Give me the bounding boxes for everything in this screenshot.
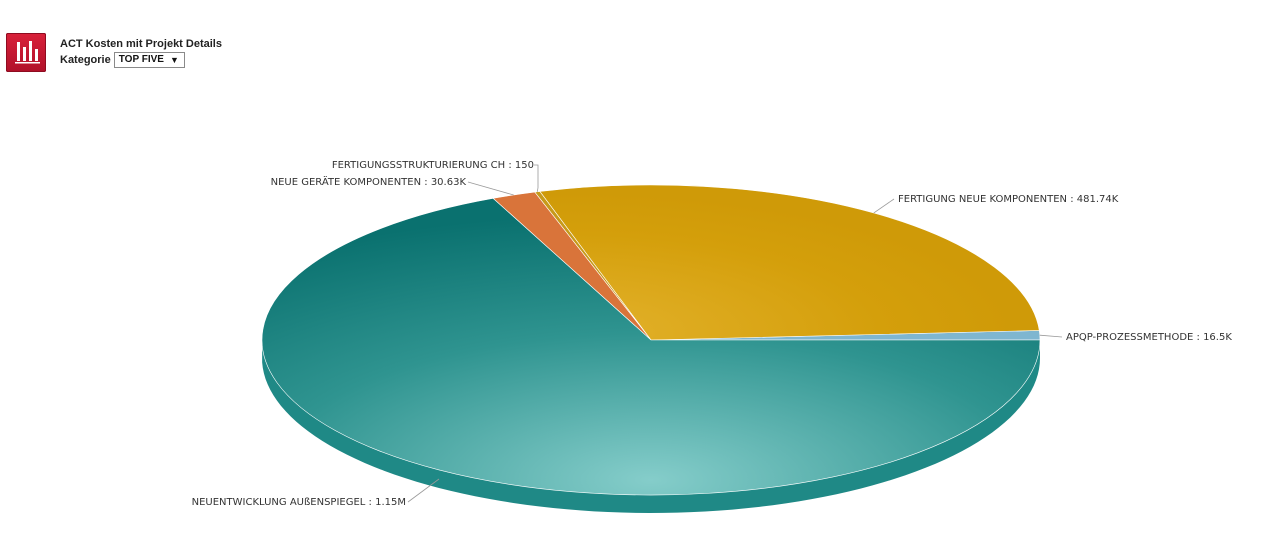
- pie-slice-label: NEUENTWICKLUNG AUßENSPIEGEL : 1.15M: [192, 497, 406, 508]
- kategorie-label: Kategorie: [60, 54, 111, 66]
- pie-slice-label: APQP-PROZESSMETHODE : 16.5K: [1066, 332, 1232, 343]
- pie-slice[interactable]: [539, 184, 1040, 341]
- kategorie-row: Kategorie TOP FIVE ▼: [60, 52, 185, 68]
- label-leader-line: [1039, 334, 1063, 338]
- pie-slices: [261, 184, 1041, 496]
- kategorie-select[interactable]: TOP FIVE ▼: [113, 52, 185, 68]
- label-leader-line: [467, 181, 514, 196]
- pie-slice[interactable]: [261, 198, 1041, 496]
- pie-slice-label: FERTIGUNGSSTRUKTURIERUNG CH : 150: [332, 160, 534, 171]
- label-leader-line: [407, 478, 440, 503]
- label-leader-line: [534, 164, 539, 192]
- report-title: ACT Kosten mit Projekt Details: [60, 38, 222, 50]
- dropdown-arrow-icon: ▼: [169, 55, 179, 65]
- pie-labels: APQP-PROZESSMETHODE : 16.5K FERTIGUNG NEU…: [192, 160, 1233, 508]
- label-leader-line: [873, 198, 895, 214]
- pie-slice-label: FERTIGUNG NEUE KOMPONENTEN : 481.74K: [898, 194, 1119, 205]
- bar-chart-icon: [6, 33, 46, 72]
- pie-slice-label: NEUE GERÄTE KOMPONENTEN : 30.63K: [271, 175, 467, 188]
- kategorie-selected-value: TOP FIVE: [118, 54, 164, 65]
